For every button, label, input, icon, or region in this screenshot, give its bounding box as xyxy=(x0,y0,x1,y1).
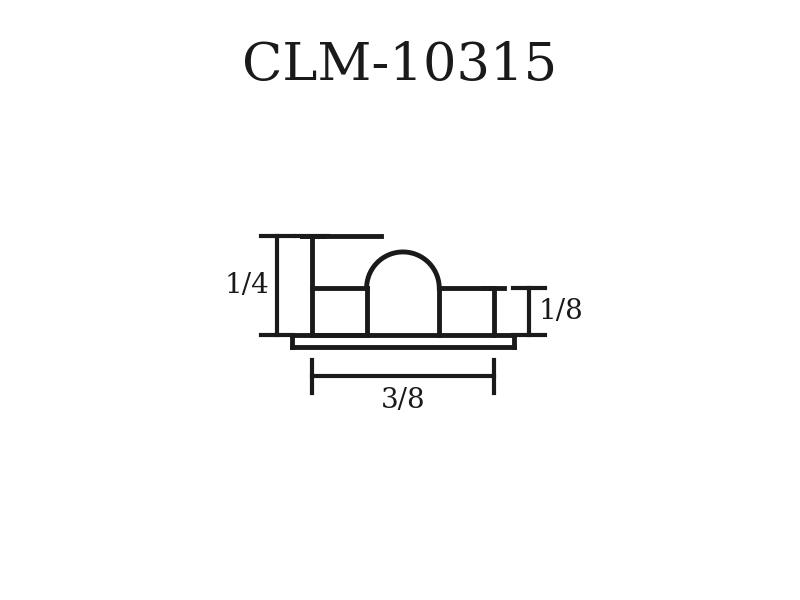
Text: CLM-10315: CLM-10315 xyxy=(242,40,558,91)
Text: 1/4: 1/4 xyxy=(224,272,269,299)
Text: 3/8: 3/8 xyxy=(381,388,426,415)
Text: 1/8: 1/8 xyxy=(539,298,583,325)
